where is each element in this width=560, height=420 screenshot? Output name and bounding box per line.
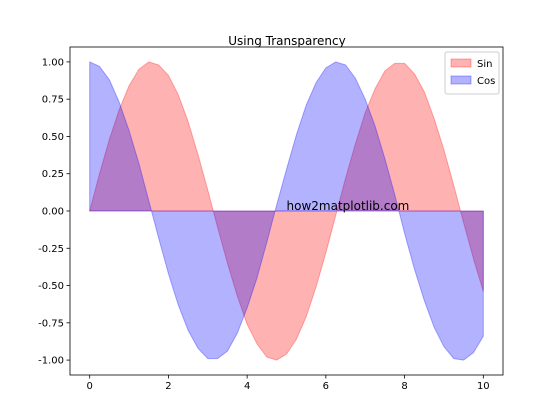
x-tick-label: 0 <box>86 381 92 392</box>
legend-swatch <box>450 75 472 85</box>
area <box>89 61 484 361</box>
y-tick-label: 1.00 <box>42 57 64 68</box>
y-tick-label: 0.00 <box>42 207 64 218</box>
legend-box <box>444 51 500 95</box>
legend-label: Cos <box>477 76 495 87</box>
chart-title: Using Transparency <box>228 34 345 48</box>
y-tick-label: -0.25 <box>38 244 64 255</box>
legend-swatch <box>450 58 472 68</box>
x-tick-label: 2 <box>165 381 171 392</box>
legend-label: Sin <box>477 59 492 70</box>
y-tick-label: 0.25 <box>42 169 64 180</box>
area <box>89 61 484 361</box>
annotation: how2matplotlib.com <box>287 199 410 213</box>
y-tick-label: 0.75 <box>42 95 64 106</box>
y-tick-label: -1.00 <box>38 356 64 367</box>
x-tick-label: 10 <box>477 381 490 392</box>
y-tick-label: -0.50 <box>38 281 64 292</box>
y-tick-label: -0.75 <box>38 318 64 329</box>
x-tick-label: 6 <box>323 381 329 392</box>
x-tick-label: 8 <box>401 381 407 392</box>
x-tick-label: 4 <box>244 381 250 392</box>
y-tick-label: 0.50 <box>42 132 64 143</box>
